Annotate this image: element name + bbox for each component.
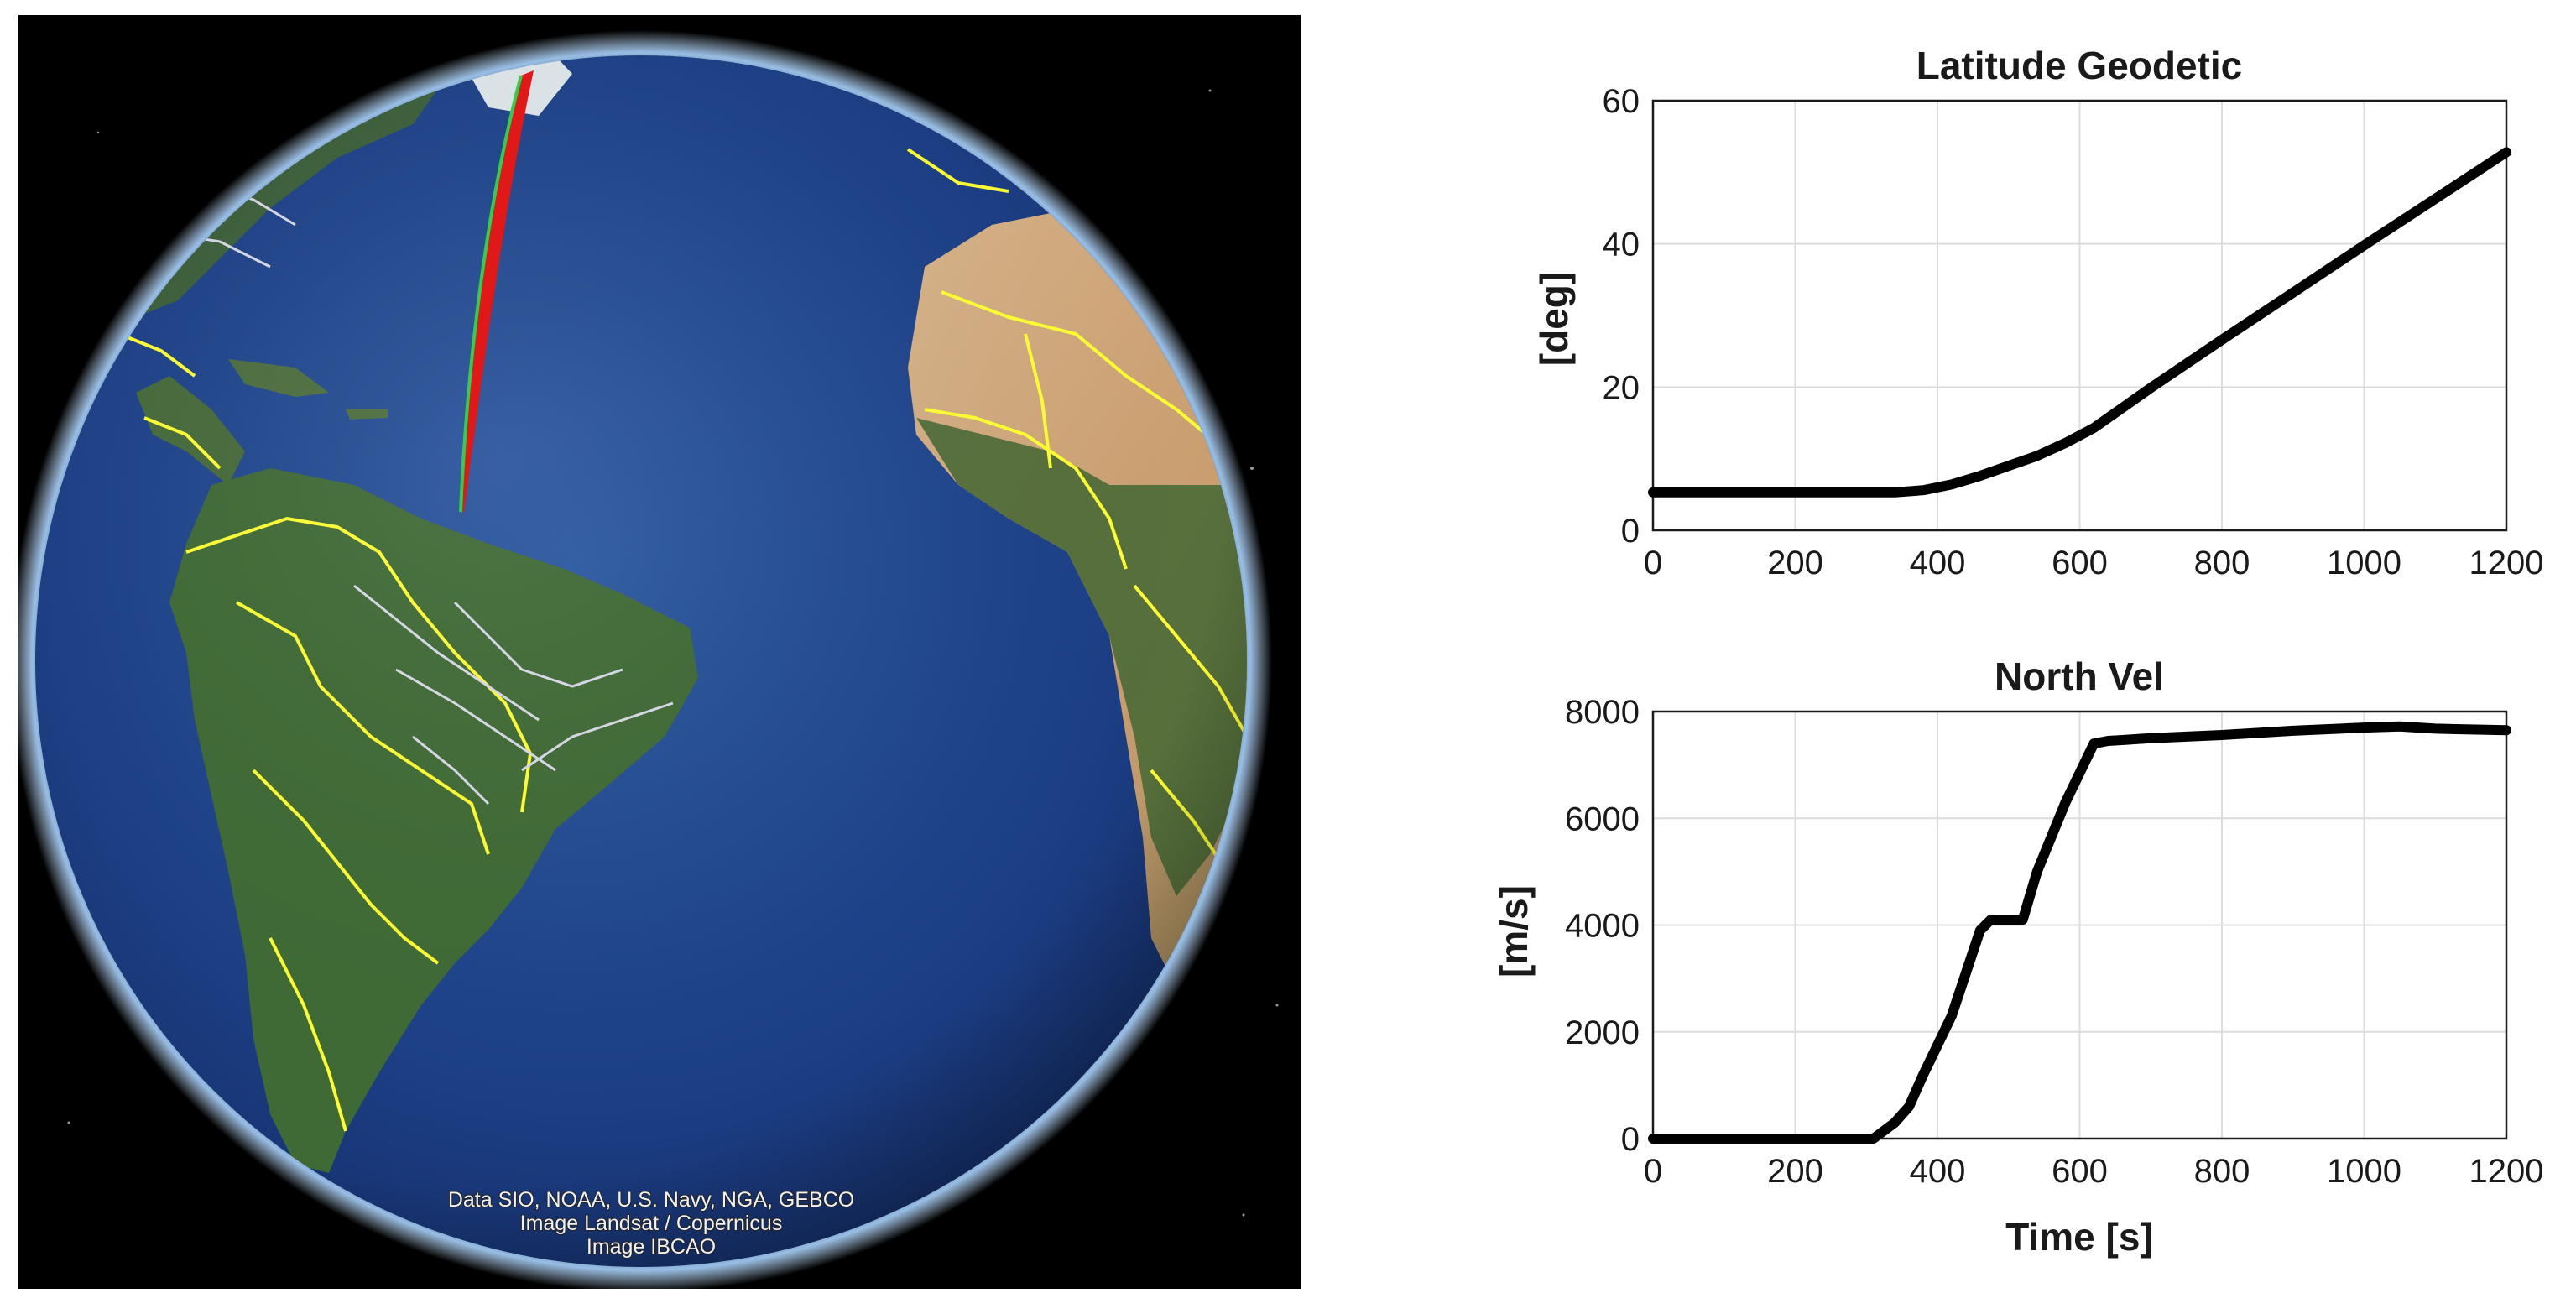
attribution-line-3: Image IBCAO — [587, 1235, 716, 1259]
latitude-y-tick-label: 0 — [1621, 513, 1640, 550]
latitude-x-tick-label: 400 — [1910, 545, 1966, 581]
north-vel-x-tick-label: 200 — [1767, 1153, 1823, 1190]
latitude-x-tick-label: 1200 — [2469, 545, 2544, 581]
attribution-line-1: Data SIO, NOAA, U.S. Navy, NGA, GEBCO — [448, 1188, 854, 1212]
north-vel-x-tick-label: 1000 — [2327, 1153, 2401, 1190]
latitude-y-tick-label: 60 — [1603, 83, 1640, 120]
latitude-chart: Latitude Geodetic [deg] 0 200 400 600 800 100… — [1532, 44, 2543, 581]
trajectory-track — [461, 70, 534, 512]
latitude-chart-title: Latitude Geodetic — [1916, 44, 2242, 87]
latitude-x-tick-label: 800 — [2194, 545, 2250, 581]
north-vel-x-tick-label: 400 — [1910, 1153, 1966, 1190]
north-vel-x-tick-label: 600 — [2052, 1153, 2108, 1190]
north-vel-x-tick-label: 1200 — [2469, 1153, 2544, 1190]
latitude-y-tick-label: 20 — [1603, 369, 1640, 406]
north-vel-series-line — [1648, 721, 2511, 1144]
north-vel-x-tick-label: 0 — [1644, 1153, 1662, 1190]
latitude-x-tick-label: 200 — [1767, 545, 1823, 581]
north-vel-x-tick-label: 800 — [2194, 1153, 2250, 1190]
latitude-x-tick-label: 600 — [2052, 545, 2108, 581]
north-vel-y-tick-label: 6000 — [1565, 800, 1640, 837]
north-vel-y-tick-label: 4000 — [1565, 908, 1640, 945]
north-vel-y-axis-label: [m/s] — [1492, 885, 1536, 978]
globe-shading — [35, 55, 1247, 1267]
globe-map: Data SIO, NOAA, U.S. Navy, NGA, GEBCO Im… — [10, 15, 1301, 1292]
latitude-series-line — [1648, 147, 2511, 498]
north-vel-y-tick-label: 2000 — [1565, 1014, 1640, 1051]
imagery-attribution: Data SIO, NOAA, U.S. Navy, NGA, GEBCO Im… — [447, 1187, 855, 1259]
attribution-line-2: Image Landsat / Copernicus — [520, 1212, 783, 1235]
trajectory-ground-track — [459, 75, 523, 513]
latitude-plot-frame — [1651, 99, 2508, 532]
north-vel-y-tick-label: 8000 — [1565, 694, 1640, 731]
north-vel-chart: North Vel [m/s] Time [s] 0 200 400 600 800 10… — [1492, 654, 2543, 1259]
latitude-y-axis-label: [deg] — [1532, 272, 1576, 366]
latitude-x-tick-label: 1000 — [2327, 545, 2401, 581]
latitude-x-tick-label: 0 — [1644, 545, 1662, 581]
star-field — [67, 89, 1279, 1217]
globe-map-panel[interactable]: Data SIO, NOAA, U.S. Navy, NGA, GEBCO Im… — [10, 15, 1301, 1292]
north-vel-x-axis-label: Time [s] — [2005, 1215, 2153, 1259]
north-vel-chart-title: North Vel — [1995, 654, 2164, 698]
north-vel-y-tick-label: 0 — [1621, 1121, 1640, 1158]
north-vel-plot-frame — [1651, 710, 2508, 1140]
latitude-y-tick-label: 40 — [1603, 227, 1640, 263]
